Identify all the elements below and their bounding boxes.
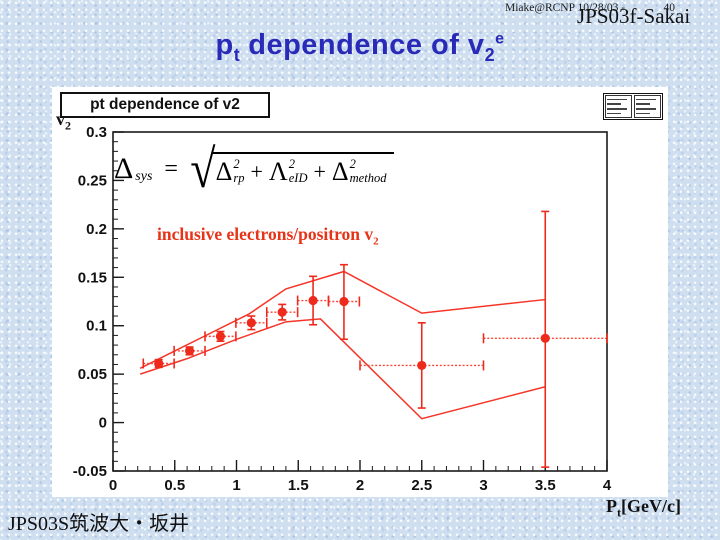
title-p-sub: t	[233, 44, 241, 65]
y-tick-label: 0.05	[78, 366, 107, 383]
data-point	[184, 346, 195, 356]
page-number: 40	[663, 2, 676, 14]
formula-radicand: Δ 2 rp + Λ 2 eID + Δ 2 method	[212, 151, 395, 187]
y-tick-label: -0.05	[73, 463, 107, 480]
stats-box	[603, 93, 663, 120]
x-axis-title: Pt[GeV/c]	[606, 496, 681, 520]
x-tick-label: 2.5	[411, 477, 432, 494]
credit-text: Miake@RCNP 10/28/03 -	[505, 2, 626, 14]
sys-band-upper	[139, 270, 546, 370]
x-tick-label: 0	[109, 477, 117, 494]
data-point	[339, 296, 349, 307]
data-point	[215, 331, 226, 341]
formula-lhs: Δ	[114, 152, 134, 185]
x-tick-label: 3	[479, 477, 487, 494]
slide-title: pt dependence of v2e	[0, 29, 720, 66]
chart-title-box: pt dependence of v2	[60, 92, 270, 118]
data-point	[308, 295, 318, 306]
x-tick-label: 2	[356, 477, 364, 494]
header-speaker-id: JPS03f-Sakai	[577, 4, 691, 28]
x-tick-label: 3.5	[535, 477, 556, 494]
y-tick-label: 0.2	[86, 221, 107, 238]
x-tick-label: 1.5	[288, 477, 309, 494]
data-point	[417, 360, 427, 371]
y-tick-label: 0	[99, 415, 107, 432]
stats-column	[605, 95, 632, 118]
title-v-sub: 2	[484, 44, 496, 65]
y-tick-label: 0.25	[78, 172, 107, 189]
data-point	[154, 358, 164, 369]
stats-column	[634, 95, 661, 118]
footer-affiliation: JPS03S筑波大・坂井	[8, 513, 190, 535]
y-tick-label: 0.1	[86, 318, 107, 335]
systematic-error-formula: Δ sys = √ Δ 2 rp + Λ 2 eID + Δ 2 method	[114, 142, 395, 196]
data-point	[246, 318, 256, 328]
sys-band-lower	[139, 318, 546, 420]
x-tick-label: 4	[603, 477, 612, 494]
series-annotation: inclusive electrons/positron v2	[157, 224, 379, 248]
x-tick-label: 1	[232, 477, 240, 494]
title-p: p	[215, 29, 234, 61]
data-point	[540, 333, 550, 343]
title-rest: dependence of v	[248, 29, 485, 61]
chart-title: pt dependence of v2	[90, 96, 240, 113]
y-tick-label: 0.15	[78, 269, 107, 286]
y-tick-label: 0.3	[86, 124, 107, 141]
chart-panel: pt dependence of v2 v2 0 0.5 1 1.5 2 2.5 3 3.5 4…	[52, 87, 668, 497]
v2-chart: 0 0.5 1 1.5 2 2.5 3 3.5 40.30.250.20.150.10.050-…	[73, 124, 612, 494]
title-e-sup: e	[495, 30, 505, 48]
data-point	[277, 307, 287, 317]
x-tick-label: 0.5	[164, 477, 185, 494]
header-credit: Miake@RCNP 10/28/03 - 40	[505, 2, 675, 14]
y-axis-title: v2	[56, 109, 71, 133]
